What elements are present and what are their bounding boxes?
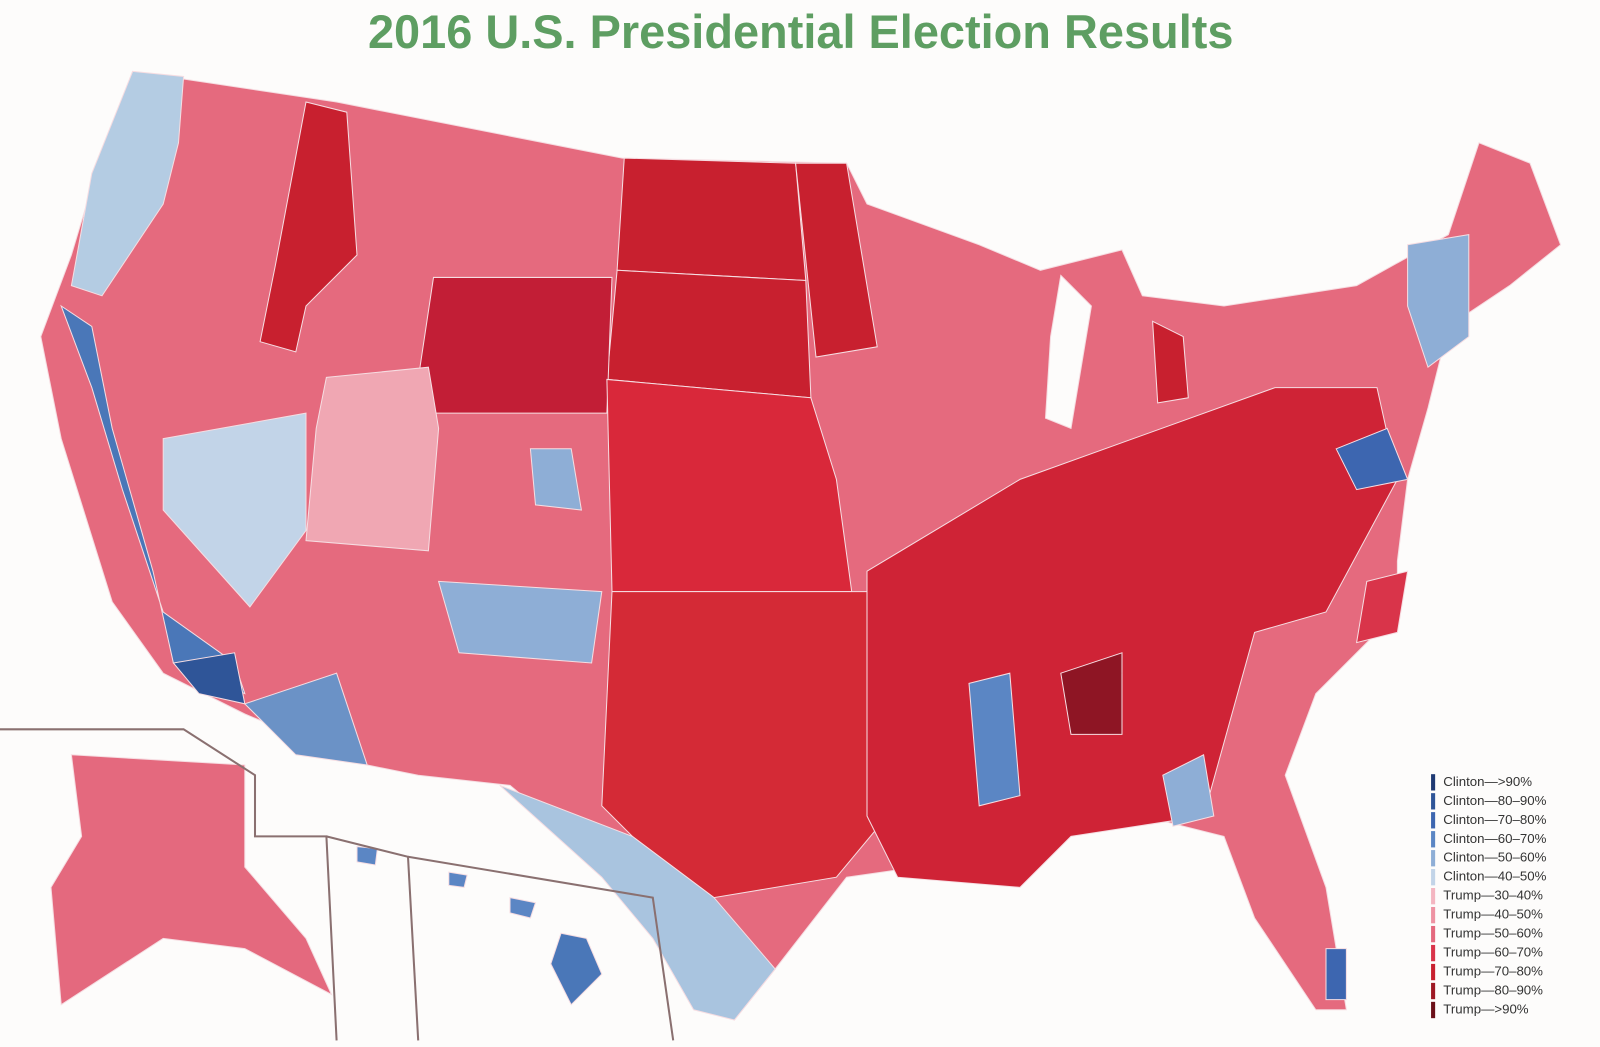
plains: [606, 378, 853, 593]
georgia-atlanta: [1162, 754, 1215, 827]
legend-swatch: [1431, 888, 1436, 905]
legend-swatch: [1431, 812, 1436, 829]
inset-border: [0, 728, 338, 1041]
south-texas: [499, 784, 776, 1021]
legend-swatch: [1431, 944, 1436, 962]
legend-label: Trump—50–60%: [1443, 926, 1543, 941]
legend-item: Trump—30–40%: [1431, 888, 1543, 905]
utah: [305, 366, 440, 552]
legend-item: Trump—40–50%: [1431, 907, 1543, 924]
new-mexico: [437, 580, 603, 664]
legend-swatch: [1431, 850, 1436, 867]
california-coast: [60, 304, 246, 695]
map-view: 2016 U.S. Presidential Election Results: [0, 6, 1562, 1041]
legend-label: Clinton—40–50%: [1443, 869, 1546, 884]
wyoming: [412, 276, 613, 414]
legend-swatch: [1431, 925, 1436, 943]
nevada: [162, 412, 307, 608]
lake-michigan: [1044, 274, 1092, 430]
mid-atlantic: [1335, 427, 1409, 491]
legend-label: Trump—80–90%: [1443, 983, 1543, 998]
legend-swatch: [1431, 906, 1436, 924]
legend-label: Clinton—70–80%: [1443, 812, 1546, 827]
legend-label: Trump—70–80%: [1443, 964, 1543, 979]
idaho-strip: [259, 101, 358, 353]
legend-label: Clinton—>90%: [1443, 774, 1532, 789]
minnesota-west: [795, 162, 878, 358]
legend-swatch: [1431, 831, 1436, 848]
mississippi-delta: [968, 672, 1021, 807]
inset-border: [407, 855, 675, 1041]
legend-swatch: [1431, 869, 1436, 886]
legend-swatch: [1431, 963, 1436, 981]
south-dakota: [606, 269, 812, 399]
legend-item: Clinton—50–60%: [1431, 850, 1547, 867]
legend-item: Trump—70–80%: [1431, 964, 1543, 981]
legend: Clinton—>90% Clinton—80–90% Clinton—70–80%…: [1431, 774, 1547, 1019]
us-map: [40, 70, 1562, 1021]
legend-swatch: [1431, 774, 1436, 791]
legend-item: Trump—>90%: [1431, 1002, 1529, 1019]
alabama-core: [1060, 652, 1123, 735]
michigan-thumb: [1152, 320, 1189, 404]
legend-item: Clinton—40–50%: [1431, 869, 1547, 886]
legend-swatch: [1431, 793, 1436, 810]
legend-label: Clinton—80–90%: [1443, 793, 1546, 808]
legend-item: Clinton—60–70%: [1431, 831, 1547, 848]
south-florida: [1325, 948, 1347, 1001]
washington-coast: [70, 70, 185, 297]
legend-label: Clinton—50–60%: [1443, 850, 1546, 865]
legend-label: Clinton—60–70%: [1443, 831, 1546, 846]
colorado-front: [529, 448, 583, 511]
map-title: 2016 U.S. Presidential Election Results: [368, 6, 1234, 58]
legend-item: Trump—80–90%: [1431, 983, 1543, 1000]
legend-label: Trump—30–40%: [1443, 888, 1543, 903]
north-carolina-east: [1355, 570, 1409, 644]
north-dakota: [616, 157, 807, 282]
arizona-south: [243, 672, 368, 766]
legend-swatch: [1431, 1001, 1436, 1019]
new-england: [1407, 233, 1470, 369]
legend-item: Clinton—70–80%: [1431, 812, 1547, 829]
legend-label: Trump—>90%: [1443, 1002, 1529, 1017]
legend-label: Trump—60–70%: [1443, 945, 1543, 960]
legend-label: Trump—40–50%: [1443, 907, 1543, 922]
alaska: [50, 754, 333, 1006]
hawaii-oahu: [448, 871, 468, 888]
legend-item: Clinton—80–90%: [1431, 793, 1547, 810]
hawaii-maui: [509, 896, 537, 919]
inset-border: [326, 835, 420, 1041]
legend-swatch: [1431, 982, 1436, 1000]
legend-item: Trump—60–70%: [1431, 945, 1543, 962]
legend-item: Clinton—>90%: [1431, 774, 1532, 791]
hawaii-big: [550, 932, 603, 1006]
legend-item: Trump—50–60%: [1431, 926, 1543, 943]
